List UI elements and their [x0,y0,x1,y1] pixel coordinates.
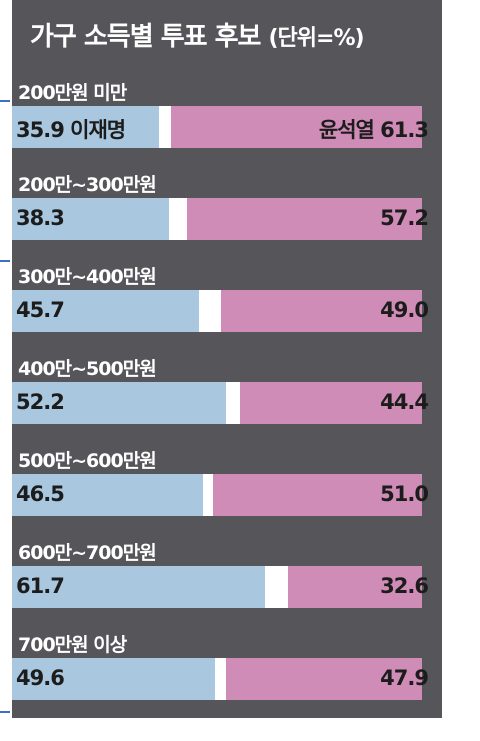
income-row: 200만원 미만 35.9 이재명 윤석열 61.3 [12,70,442,162]
value-label-yoon: 49.0 [380,298,429,322]
category-label: 200만~300만원 [18,174,157,196]
bar-yoon [288,566,422,608]
value-label-lee: 49.6 [16,666,65,690]
value-label-yoon: 윤석열 61.3 [318,118,429,142]
value-label-yoon: 57.2 [380,206,429,230]
bar-lee [12,474,203,516]
left-edge-strip [0,78,12,718]
income-row: 300만~400만원 45.7 49.0 [12,254,442,346]
value-label-lee: 52.2 [16,390,65,414]
bar-lee [12,198,169,240]
income-row: 200만~300만원 38.3 57.2 [12,162,442,254]
chart-title-text: 가구 소득별 투표 후보 [30,22,261,52]
edge-mark [0,260,10,262]
category-label: 200만원 미만 [18,82,127,104]
value-label-yoon: 51.0 [380,482,429,506]
income-row: 500만~600만원 46.5 51.0 [12,438,442,530]
value-label-yoon: 44.4 [380,390,429,414]
value-label-lee: 61.7 [16,574,65,598]
value-label-yoon: 32.6 [380,574,429,598]
value-label-lee: 46.5 [16,482,65,506]
income-row: 400만~500만원 52.2 44.4 [12,346,442,438]
value-label-lee: 45.7 [16,298,65,322]
bar-lee [12,566,265,608]
edge-mark [0,100,10,102]
chart-unit: (단위=%) [268,26,365,51]
bar-lee [12,382,226,424]
bar-yoon [213,474,422,516]
value-label-yoon: 47.9 [380,666,429,690]
category-label: 500만~600만원 [18,450,157,472]
category-label: 700만원 이상 [18,634,127,656]
bar-lee [12,106,159,148]
bar-yoon [187,198,422,240]
category-label: 300만~400만원 [18,266,157,288]
bar-yoon [240,382,422,424]
chart-rows: 200만원 미만 35.9 이재명 윤석열 61.3 200만~300만원 38.3 57… [12,70,442,714]
bar-yoon [221,290,422,332]
income-row: 600만~700만원 61.7 32.6 [12,530,442,622]
bar-yoon [171,106,422,148]
value-label-lee: 35.9 이재명 [16,118,126,142]
value-label-lee: 38.3 [16,206,65,230]
bar-lee [12,290,199,332]
edge-mark [0,711,10,713]
bar-lee [12,658,215,700]
category-label: 400만~500만원 [18,358,157,380]
income-row: 700만원 이상 49.6 47.9 [12,622,442,714]
bar-yoon [226,658,422,700]
category-label: 600만~700만원 [18,542,157,564]
chart-title: 가구 소득별 투표 후보 (단위=%) [30,16,365,53]
